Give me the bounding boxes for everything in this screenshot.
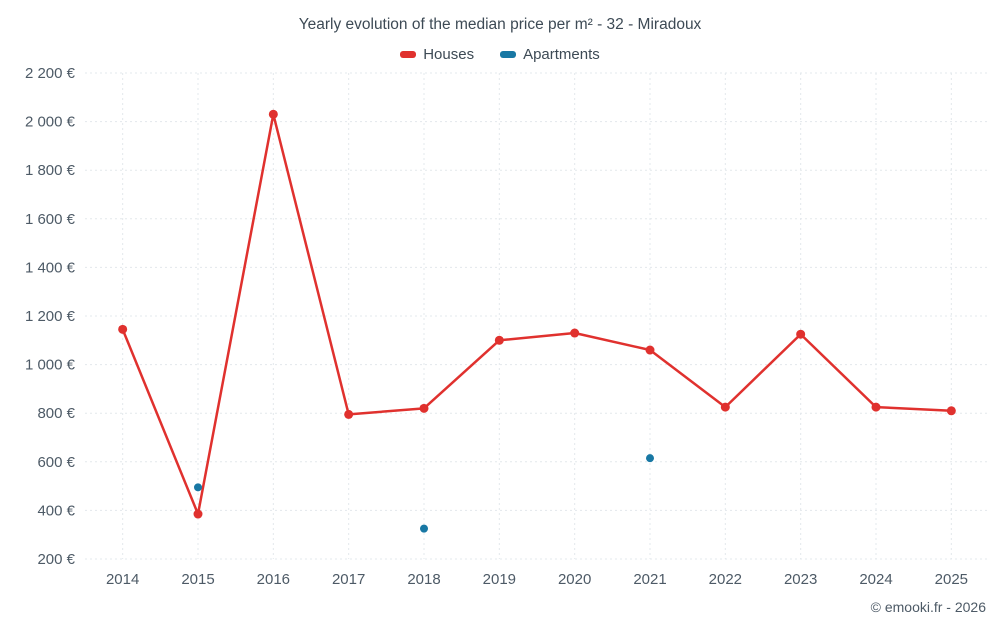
y-tick-label: 600 €: [37, 454, 75, 471]
y-tick-label: 1 600 €: [25, 211, 76, 228]
apartments-legend-label: Apartments: [523, 46, 600, 63]
legend-item-houses[interactable]: Houses: [400, 46, 474, 63]
x-tick-label: 2014: [106, 571, 139, 588]
houses-point[interactable]: [419, 403, 429, 413]
houses-point[interactable]: [946, 406, 956, 416]
chart-title: Yearly evolution of the median price per…: [298, 16, 702, 33]
houses-point[interactable]: [570, 328, 580, 338]
y-tick-label: 1 800 €: [25, 162, 76, 179]
houses-point[interactable]: [645, 345, 655, 355]
apartments-point[interactable]: [420, 524, 428, 533]
y-tick-label: 2 000 €: [25, 114, 76, 131]
y-tick-label: 1 000 €: [25, 357, 76, 374]
houses-line: [121, 113, 953, 516]
apartments-point[interactable]: [646, 454, 654, 463]
x-tick-label: 2017: [332, 571, 365, 588]
y-tick-label: 1 400 €: [25, 259, 76, 276]
y-tick-label: 2 200 €: [25, 65, 76, 82]
x-tick-label: 2019: [483, 571, 516, 588]
x-tick-label: 2023: [784, 571, 817, 588]
y-tick-label: 1 200 €: [25, 308, 76, 325]
y-tick-label: 200 €: [37, 551, 75, 568]
x-tick-label: 2018: [407, 571, 440, 588]
legend-item-apartments[interactable]: Apartments: [500, 46, 600, 63]
x-tick-label: 2020: [558, 571, 591, 588]
houses-point[interactable]: [268, 109, 278, 119]
x-tick-label: 2021: [633, 571, 666, 588]
houses-point[interactable]: [871, 402, 881, 412]
footer-credit: © emooki.fr - 2026: [870, 599, 986, 615]
apartments-legend-swatch: [500, 51, 517, 58]
houses-point[interactable]: [193, 509, 203, 519]
x-tick-label: 2022: [709, 571, 742, 588]
y-tick-label: 400 €: [37, 502, 75, 519]
houses-legend-swatch: [400, 51, 417, 58]
x-tick-label: 2015: [181, 571, 214, 588]
houses-point[interactable]: [344, 409, 354, 419]
x-tick-label: 2016: [257, 571, 290, 588]
houses-point[interactable]: [494, 335, 504, 345]
x-tick-label: 2025: [935, 571, 968, 588]
houses-point[interactable]: [796, 329, 806, 339]
legend: Houses Apartments: [0, 46, 1000, 63]
houses-legend-label: Houses: [423, 46, 475, 63]
x-tick-label: 2024: [859, 571, 892, 588]
houses-point[interactable]: [720, 402, 730, 412]
apartments-point[interactable]: [194, 483, 202, 492]
y-tick-label: 800 €: [37, 405, 75, 422]
houses-point[interactable]: [118, 324, 128, 334]
